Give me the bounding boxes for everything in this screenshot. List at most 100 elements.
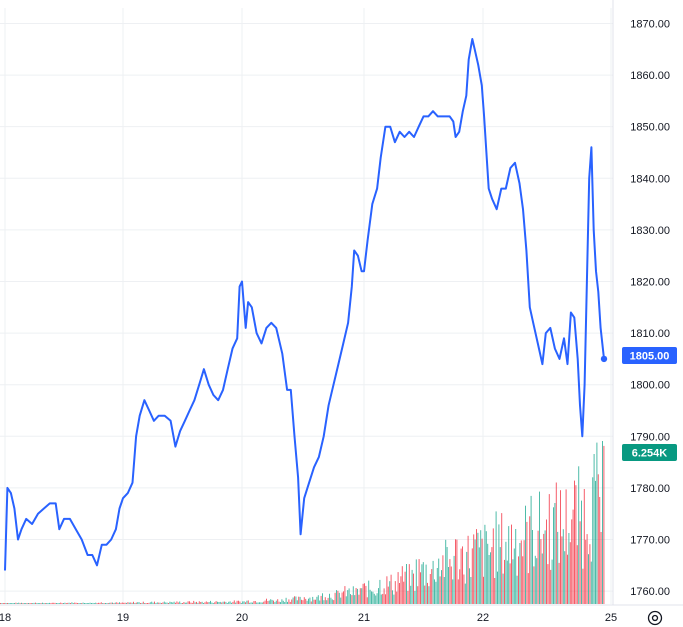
volume-bar: [571, 519, 573, 604]
volume-bar: [436, 568, 438, 604]
volume-bar: [485, 531, 487, 604]
volume-bar: [16, 603, 18, 604]
y-tick-label: 1810.00: [630, 328, 670, 340]
volume-bar: [266, 598, 267, 604]
volume-bar: [19, 603, 21, 604]
volume-bar: [51, 602, 53, 604]
volume-bar: [308, 598, 309, 604]
volume-bar: [284, 602, 286, 604]
volume-bar: [154, 601, 155, 604]
volume-bar: [197, 602, 199, 604]
volume-bar: [470, 577, 472, 604]
volume-badge-label: 6.254K: [632, 448, 668, 460]
volume-bar: [105, 603, 106, 604]
volume-bar: [131, 602, 133, 604]
volume-bar: [557, 531, 559, 604]
volume-bar: [516, 575, 518, 604]
volume-bar: [116, 602, 118, 604]
volume-bar: [294, 596, 295, 604]
volume-bar: [112, 602, 113, 604]
volume-bar: [23, 603, 25, 604]
volume-bar: [123, 602, 125, 604]
last-price-badge: 1805.00: [622, 347, 677, 364]
gear-icon[interactable]: [647, 610, 663, 626]
volume-bar: [46, 603, 48, 604]
volume-bar: [392, 590, 393, 604]
volume-bar: [424, 585, 426, 604]
volume-bar: [589, 544, 591, 604]
volume-bar: [562, 529, 564, 604]
volume-bar: [590, 561, 592, 604]
volume-bar: [421, 564, 423, 604]
volume-bar: [176, 601, 178, 604]
volume-bar: [400, 576, 402, 604]
volume-bar: [253, 601, 255, 604]
volume-bar: [169, 601, 171, 604]
volume-bar: [144, 603, 146, 604]
x-tick-label: 19: [117, 612, 129, 624]
volume-bar: [506, 560, 508, 604]
volume-bar: [54, 602, 56, 604]
volume-bar: [492, 528, 494, 604]
volume-bar: [15, 602, 17, 604]
volume-bar: [464, 583, 466, 604]
volume-bar: [246, 600, 248, 604]
volume-bar: [201, 601, 203, 604]
price-axis[interactable]: 1760.00 1770.00 1780.00 1790.00 1800.00 1810.…: [630, 18, 670, 598]
volume-bar: [394, 581, 396, 604]
volume-bar: [128, 602, 130, 604]
volume-bar: [530, 495, 532, 604]
volume-bar: [225, 601, 227, 604]
volume-bar: [133, 601, 134, 604]
volume-bar: [495, 511, 497, 604]
volume-bar: [68, 602, 70, 604]
volume-bar: [53, 602, 55, 604]
volume-bar: [372, 591, 374, 604]
volume-bar: [393, 594, 395, 604]
volume-bar: [86, 603, 88, 604]
volume-bar: [35, 602, 36, 604]
volume-bar: [504, 559, 505, 604]
volume-bar: [158, 602, 160, 604]
grid-lines: [0, 0, 683, 606]
volume-bar: [142, 601, 144, 604]
volume-bar: [78, 603, 80, 604]
volume-bar: [551, 559, 553, 604]
volume-bar: [499, 547, 501, 604]
volume-bar: [259, 602, 260, 604]
volume-bar: [550, 569, 552, 604]
volume-bar: [478, 547, 480, 604]
volume-bar: [365, 585, 367, 604]
volume-bar: [518, 556, 519, 604]
volume-bar: [309, 597, 311, 604]
volume-bar: [457, 579, 459, 604]
volume-bar: [25, 603, 27, 604]
volume-bar: [140, 603, 141, 604]
volume-bar: [117, 602, 119, 604]
volume-bar: [460, 548, 462, 604]
volume-bar: [323, 600, 325, 604]
volume-bar: [299, 596, 301, 604]
volume-bar: [445, 539, 447, 604]
volume-bar: [232, 601, 234, 604]
price-line-series: [4, 38, 605, 571]
volume-bar: [449, 559, 451, 604]
volume-bar: [547, 564, 549, 604]
volume-bar: [326, 600, 328, 604]
volume-bar: [30, 603, 32, 604]
volume-bar: [44, 603, 46, 604]
volume-bar: [63, 603, 64, 604]
volume-bar: [512, 559, 514, 604]
volume-bar: [36, 603, 38, 604]
time-axis[interactable]: 18 19 20 21 22 25: [0, 612, 617, 624]
volume-bar: [264, 600, 266, 604]
volume-bar: [459, 569, 461, 604]
volume-bar: [427, 582, 428, 604]
volume-bar: [555, 482, 557, 604]
volume-bar: [21, 602, 22, 604]
volume-bar: [159, 602, 161, 604]
y-tick-label: 1850.00: [630, 122, 670, 134]
volume-bar: [222, 601, 224, 604]
volume-bar: [539, 491, 540, 604]
